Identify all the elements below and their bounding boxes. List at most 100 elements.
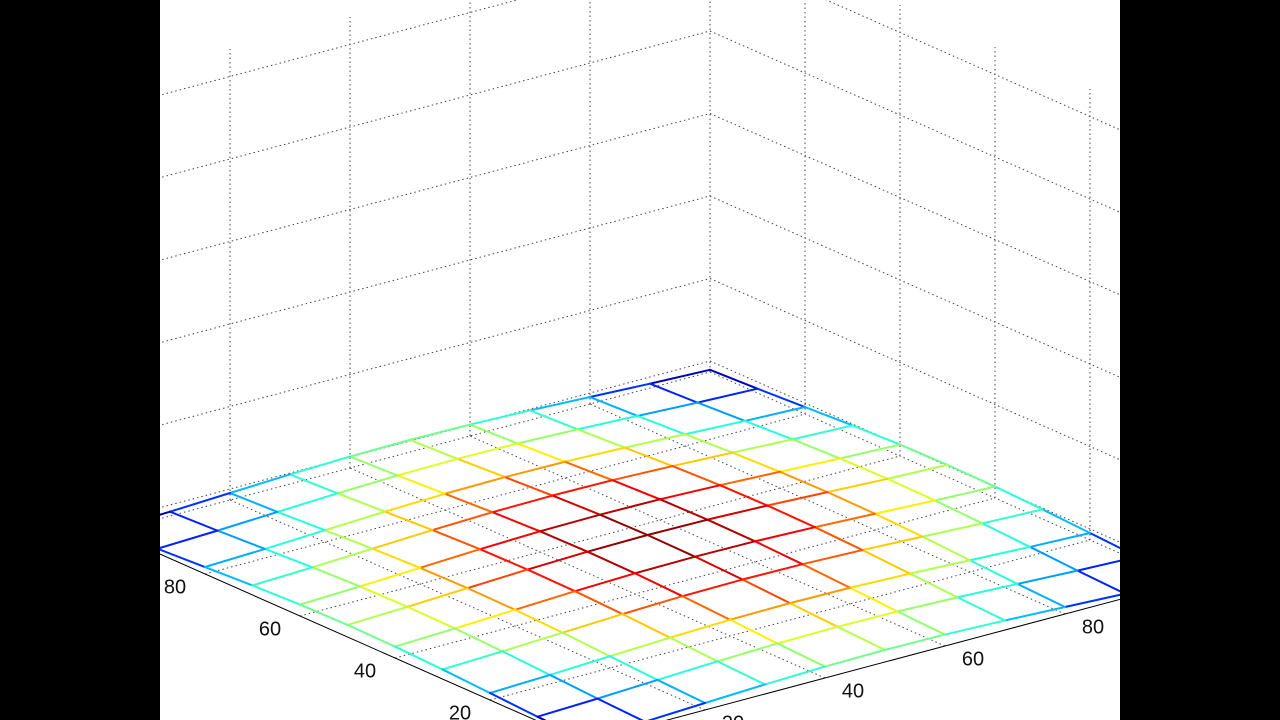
mesh-edge bbox=[754, 540, 804, 566]
mesh-edge bbox=[1029, 532, 1091, 548]
mesh-edge bbox=[406, 587, 469, 608]
mesh-edge bbox=[624, 446, 674, 468]
axis-line bbox=[709, 371, 1120, 554]
mesh-edge bbox=[349, 455, 399, 477]
mesh-edge bbox=[204, 566, 254, 587]
mesh-edge bbox=[564, 446, 626, 463]
mesh-edge bbox=[431, 511, 494, 532]
mesh-edge bbox=[909, 572, 959, 599]
mesh-edge bbox=[596, 678, 659, 700]
mesh-edge bbox=[956, 596, 1006, 622]
mesh-edge bbox=[764, 665, 826, 686]
mesh-edge bbox=[696, 401, 746, 422]
mesh-edge bbox=[526, 568, 576, 593]
mesh-edge bbox=[574, 572, 636, 593]
mesh-edge bbox=[814, 512, 876, 529]
mesh-edge bbox=[514, 608, 564, 634]
mesh-edge bbox=[396, 474, 446, 495]
mesh-edge bbox=[646, 518, 709, 536]
y-tick-label: 40 bbox=[354, 660, 376, 682]
mesh-edge bbox=[264, 529, 326, 550]
mesh-edge bbox=[204, 547, 266, 569]
mesh-edge bbox=[611, 479, 661, 501]
mesh-edge bbox=[801, 549, 864, 566]
mesh-edge bbox=[706, 504, 769, 521]
mesh-edge bbox=[1016, 569, 1079, 585]
mesh-edge bbox=[299, 585, 361, 606]
mesh-edge bbox=[251, 566, 314, 587]
mesh-edge bbox=[649, 382, 699, 404]
figure-panel bbox=[160, 0, 1120, 720]
mesh-edge bbox=[729, 602, 791, 621]
mesh-edge bbox=[419, 566, 469, 590]
grid-line bbox=[709, 30, 1120, 213]
mesh-edge bbox=[826, 477, 889, 494]
mesh-edge bbox=[336, 492, 386, 513]
mesh-edge bbox=[384, 492, 446, 513]
grid-line bbox=[349, 467, 826, 679]
mesh-edge bbox=[384, 510, 434, 532]
mesh-edge bbox=[896, 596, 959, 613]
mesh-edge bbox=[251, 584, 301, 606]
mesh-edge bbox=[946, 463, 996, 488]
grid-line bbox=[709, 195, 1120, 378]
mesh-edge bbox=[681, 578, 744, 598]
mesh-edge bbox=[324, 510, 386, 532]
mesh-edge bbox=[731, 438, 794, 454]
mesh-edge bbox=[169, 492, 231, 513]
mesh-edge bbox=[671, 451, 734, 468]
mesh-edge bbox=[479, 530, 541, 551]
mesh-edge bbox=[921, 522, 984, 538]
mesh-edge bbox=[671, 465, 721, 487]
mesh-edge bbox=[779, 457, 841, 473]
mesh-edge bbox=[681, 595, 731, 621]
mesh-edge bbox=[944, 619, 1006, 636]
mesh-edge bbox=[431, 529, 481, 551]
mesh-edge bbox=[656, 678, 706, 705]
mesh-edge bbox=[529, 409, 579, 431]
mesh-edge bbox=[884, 633, 946, 651]
mesh-edge bbox=[824, 648, 886, 668]
mesh-edge bbox=[659, 498, 709, 521]
grid-line bbox=[469, 435, 946, 647]
mesh-edge bbox=[229, 473, 291, 495]
mesh-edge bbox=[1076, 569, 1120, 593]
mesh-edge bbox=[419, 548, 481, 569]
mesh-edge bbox=[441, 668, 491, 695]
mesh-edge bbox=[1004, 606, 1066, 622]
mesh-edge bbox=[596, 697, 644, 720]
mesh-edge bbox=[599, 498, 661, 516]
mesh-edge bbox=[589, 396, 639, 417]
mesh-edge bbox=[744, 406, 806, 422]
mesh-edge bbox=[994, 485, 1044, 511]
mesh-edge bbox=[669, 618, 731, 639]
mesh-edge bbox=[229, 492, 279, 513]
mesh-edge bbox=[346, 623, 396, 648]
mesh-edge bbox=[491, 511, 541, 533]
mesh-edge bbox=[276, 510, 326, 532]
mesh-edge bbox=[934, 485, 996, 502]
mesh-edge bbox=[529, 396, 591, 412]
mesh-edge bbox=[551, 494, 601, 516]
grid-line bbox=[589, 403, 1066, 615]
x-tick-label: 60 bbox=[962, 648, 984, 670]
mesh-edge bbox=[324, 529, 374, 550]
mesh-edge bbox=[624, 433, 686, 449]
mesh-edge bbox=[576, 414, 639, 431]
mesh-edge bbox=[561, 631, 611, 658]
plot-area: 20 40 60 80 20 40 60 80 bbox=[160, 0, 1120, 720]
mesh-edge bbox=[406, 605, 456, 630]
mesh-edge bbox=[956, 582, 1019, 599]
mesh-edge bbox=[526, 550, 589, 571]
mesh-edge bbox=[719, 470, 781, 487]
mesh-edge bbox=[636, 401, 699, 417]
grid-line bbox=[709, 113, 1120, 296]
mesh-edge bbox=[741, 563, 804, 581]
mesh-edge bbox=[791, 424, 854, 441]
mesh-edge bbox=[729, 618, 779, 645]
mesh-edge bbox=[731, 451, 781, 473]
mesh-edge bbox=[754, 526, 816, 543]
mesh-edge bbox=[551, 479, 614, 497]
